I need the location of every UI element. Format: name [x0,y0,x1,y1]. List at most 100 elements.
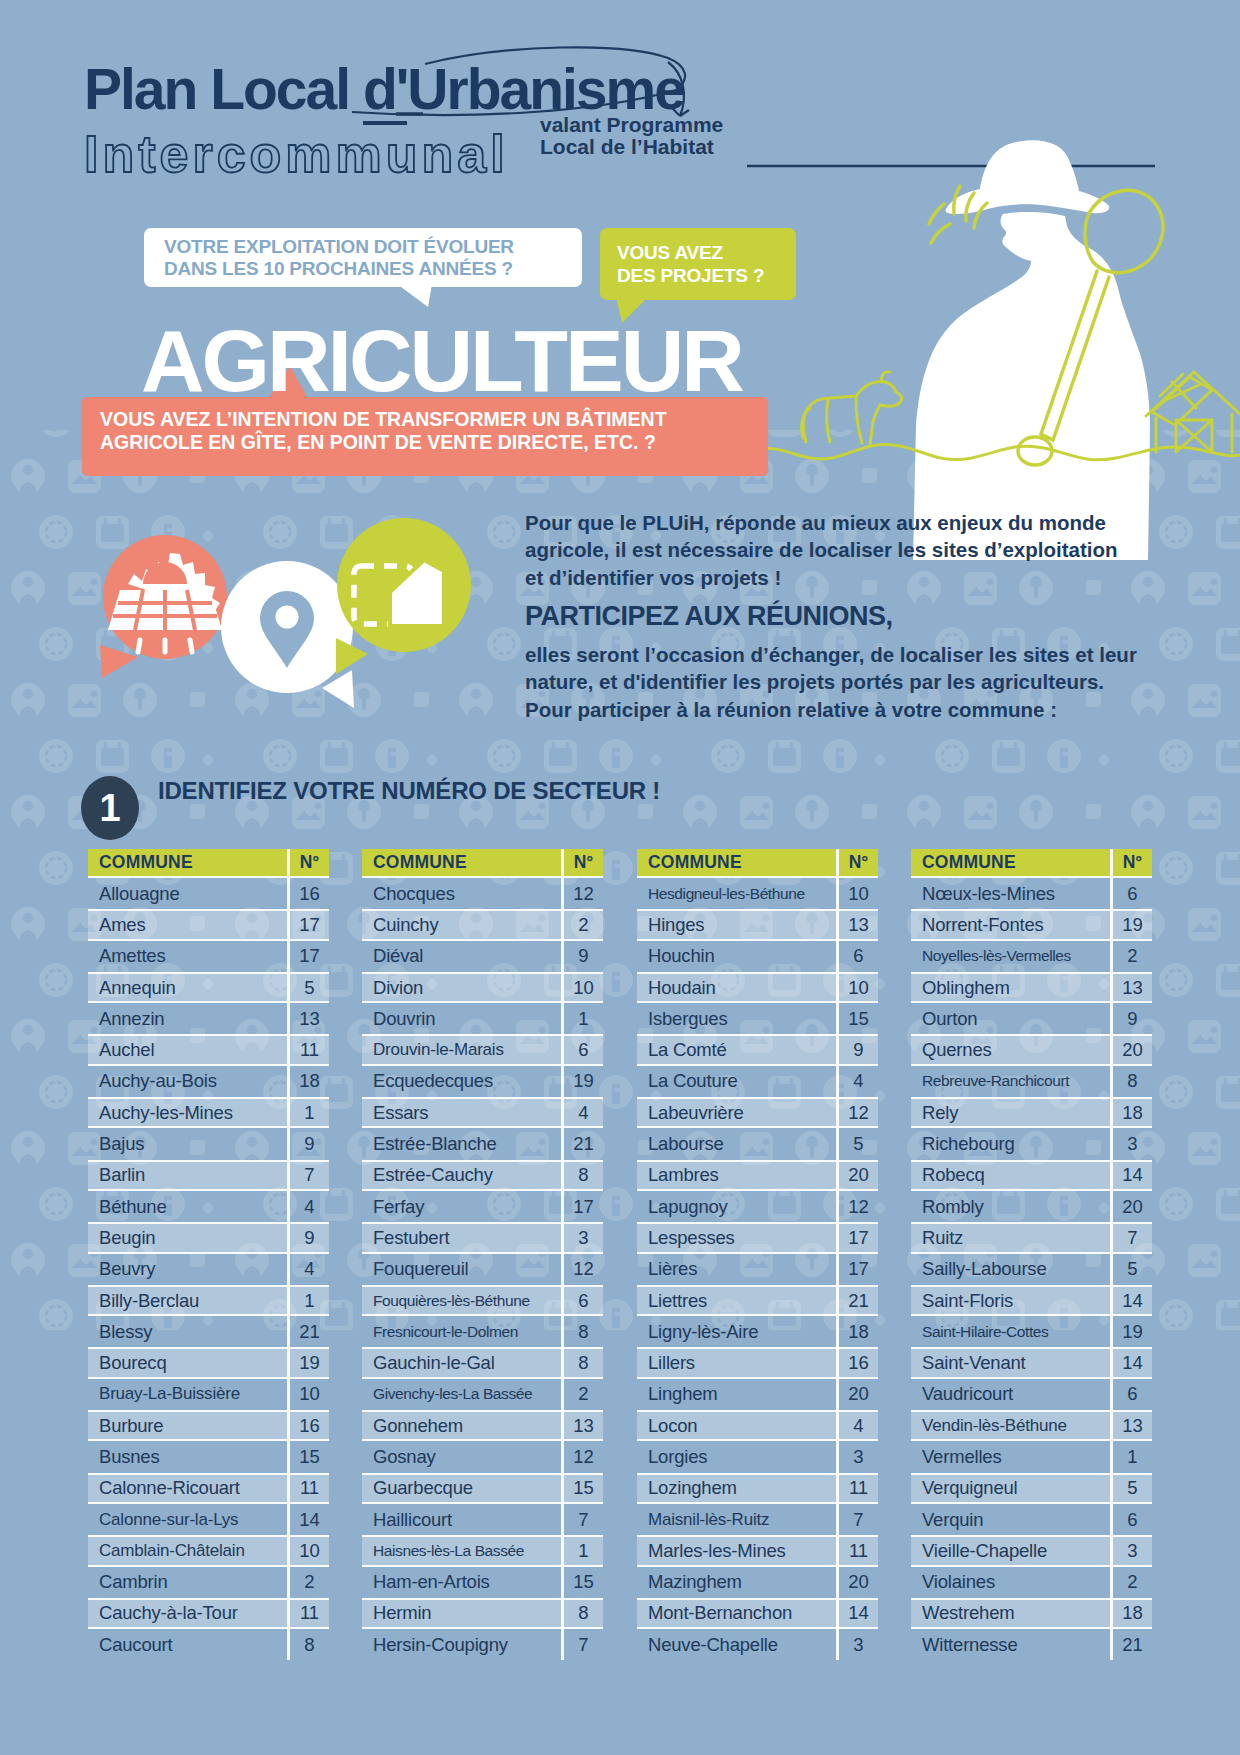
sector-number-cell: 11 [290,1477,329,1499]
table-row: Amettes17 [88,941,329,972]
commune-cell: Ames [88,914,287,936]
sector-number-cell: 11 [290,1039,329,1061]
commune-table-4: COMMUNEN°Nœux-les-Mines6Norrent-Fontes19… [911,849,1152,1660]
sector-number-cell: 8 [564,1352,603,1374]
sector-number-cell: 18 [1113,1102,1152,1124]
barn-outline [1146,372,1240,452]
commune-cell: Amettes [88,945,287,967]
table-row: Fresnicourt-le-Dolmen8 [362,1316,603,1347]
commune-header: COMMUNE [362,849,561,876]
commune-cell: Fresnicourt-le-Dolmen [362,1323,561,1341]
sector-number-cell: 3 [839,1446,878,1468]
commune-cell: Lozinghem [637,1477,836,1499]
commune-cell: Lambres [637,1164,836,1186]
table-row: Houdain10 [637,972,878,1003]
commune-cell: Lillers [637,1352,836,1374]
intro-paragraph: Pour que le PLUiH, réponde au mieux aux … [525,509,1118,591]
sector-number-cell: 12 [839,1102,878,1124]
table-row: Oblinghem13 [911,972,1152,1003]
table-row: Hinges13 [637,909,878,940]
commune-cell: Hinges [637,914,836,936]
sector-number-cell: 3 [839,1634,878,1656]
table-row: Quernes20 [911,1034,1152,1065]
table-row: Witternesse21 [911,1629,1152,1660]
sector-number-cell: 14 [290,1509,329,1531]
sector-number-cell: 10 [290,1540,329,1562]
commune-cell: Billy-Berclau [88,1290,287,1312]
commune-header: COMMUNE [637,849,836,876]
sector-number-cell: 5 [1113,1477,1152,1499]
sector-number-cell: 8 [564,1164,603,1186]
sector-number-cell: 3 [1113,1133,1152,1155]
sector-number-cell: 17 [290,914,329,936]
table-row: La Comté9 [637,1034,878,1065]
sector-number-cell: 1 [290,1102,329,1124]
commune-cell: Auchy-au-Bois [88,1070,287,1092]
sector-number-cell: 10 [564,977,603,999]
commune-cell: Bruay-La-Buissière [88,1384,287,1404]
tagline: valant Programme Local de l’Habitat [540,114,723,158]
commune-cell: Lapugnoy [637,1196,836,1218]
sector-number-cell: 20 [839,1164,878,1186]
table-row: Auchy-les-Mines1 [88,1097,329,1128]
section-heading: IDENTIFIEZ VOTRE NUMÉRO DE SECTEUR ! [158,777,660,805]
commune-cell: Diéval [362,945,561,967]
outline-subtitle: Intercommunal [84,124,509,184]
commune-cell: Béthune [88,1196,287,1218]
table-row: Marles-les-Mines11 [637,1535,878,1566]
sector-number-cell: 20 [839,1383,878,1405]
sector-number-cell: 14 [839,1602,878,1624]
sector-number-cell: 4 [290,1196,329,1218]
table-row: Auchy-au-Bois18 [88,1066,329,1097]
table-row: Vendin-lès-Béthune13 [911,1410,1152,1441]
commune-cell: Vendin-lès-Béthune [911,1416,1110,1436]
commune-cell: Verquigneul [911,1477,1110,1499]
sector-number-cell: 8 [290,1634,329,1656]
sector-number-cell: 10 [839,883,878,905]
commune-cell: Vermelles [911,1446,1110,1468]
sector-number-cell: 18 [839,1321,878,1343]
commune-cell: Hersin-Coupigny [362,1634,561,1656]
table-row: Lières17 [637,1254,878,1285]
number-header: N° [290,849,329,876]
sector-number-cell: 13 [839,914,878,936]
table-row: Maisnil-lès-Ruitz7 [637,1504,878,1535]
commune-cell: Annequin [88,977,287,999]
commune-cell: Festubert [362,1227,561,1249]
commune-cell: Lespesses [637,1227,836,1249]
table-row: Bourecq19 [88,1347,329,1378]
sector-number-cell: 21 [1113,1634,1152,1656]
table-row: Nœux-les-Mines6 [911,878,1152,909]
commune-cell: Beuvry [88,1258,287,1280]
intro-paragraph-2: elles seront l’occasion d’échanger, de l… [525,641,1137,723]
table-row: Ames17 [88,909,329,940]
commune-cell: Burbure [88,1415,287,1437]
commune-cell: Neuve-Chapelle [637,1634,836,1656]
commune-cell: Caucourt [88,1634,287,1656]
commune-cell: Auchel [88,1039,287,1061]
commune-cell: Sailly-Labourse [911,1258,1110,1280]
sector-number-cell: 12 [564,883,603,905]
commune-cell: Houdain [637,977,836,999]
sector-number-cell: 1 [564,1540,603,1562]
commune-cell: Cauchy-à-la-Tour [88,1602,287,1624]
commune-cell: Allouagne [88,883,287,905]
table-row: Norrent-Fontes19 [911,909,1152,940]
sector-number-cell: 2 [290,1571,329,1593]
commune-cell: Ligny-lès-Aire [637,1321,836,1343]
table-row: Calonne-sur-la-Lys14 [88,1504,329,1535]
commune-cell: Chocques [362,883,561,905]
table-header-row: COMMUNEN° [637,849,878,878]
commune-cell: Lières [637,1258,836,1280]
question-bubble-exploitation: VOTRE EXPLOITATION DOIT ÉVOLUER DANS LES… [144,228,582,287]
sector-number-cell: 2 [1113,945,1152,967]
table-row: Cuinchy2 [362,909,603,940]
sector-number-cell: 5 [1113,1258,1152,1280]
commune-cell: Haillicourt [362,1509,561,1531]
commune-cell: Estrée-Blanche [362,1133,561,1155]
commune-cell: Violaines [911,1571,1110,1593]
sector-number-cell: 17 [564,1196,603,1218]
sector-number-cell: 15 [564,1477,603,1499]
sector-number-cell: 4 [839,1070,878,1092]
location-speech-bubble [221,561,354,708]
